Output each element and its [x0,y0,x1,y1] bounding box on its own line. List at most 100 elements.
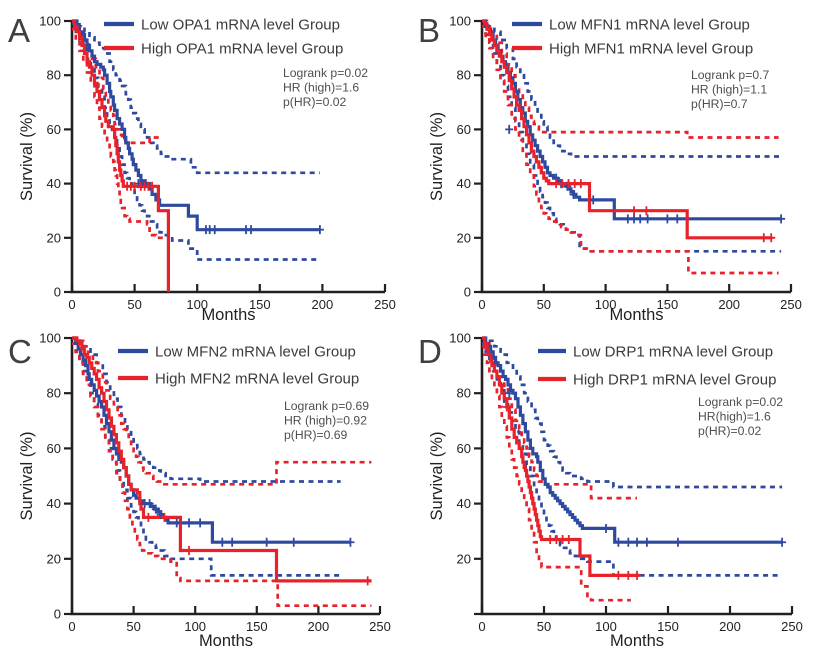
x-tick-label: 0 [478,297,485,312]
ci-curve-high-ci-lower [482,25,779,275]
censor-mark-low [346,537,355,547]
km-plot-C: 0 20 40 60 80 100 0 50 100 150 200 250 Months Surviva… [8,331,391,651]
y-tick-label: 0 [464,285,471,300]
stats-line-2: HR (high)=1.6 [283,81,359,95]
censor-mark-high [614,570,623,580]
censor-mark-low [210,225,219,235]
censor-mark-low [673,537,682,547]
x-tick-label: 200 [308,619,330,634]
y-tick-label: 40 [47,496,61,511]
censor-mark-low [196,518,205,528]
censor-mark-high [502,402,511,412]
ci-curve-high-ci-lower [482,344,631,602]
x-tick-label: 250 [369,619,391,634]
censor-mark-low [663,214,672,224]
censor-mark-low [643,214,652,224]
censor-mark-high [624,570,633,580]
x-tick-label: 50 [537,619,551,634]
censor-mark-low [673,214,682,224]
censor-mark-high [759,233,768,243]
censor-mark-low [633,537,641,547]
panel-letter: B [418,12,440,49]
x-tick-label: 100 [184,619,206,634]
censor-mark-low [172,518,181,528]
censor-mark-low [262,537,271,547]
censor-mark-low [602,523,610,533]
y-tick-label: 100 [39,14,61,29]
y-tick-label: 60 [457,122,471,137]
x-tick-label: 0 [68,297,75,312]
x-tick-label: 100 [186,297,208,312]
x-tick-label: 100 [595,297,617,312]
censor-mark-high [642,206,651,216]
censor-mark-low [505,388,514,398]
y-tick-label: 80 [47,68,61,83]
km-curve-low-solid [482,336,783,544]
stats-line-3: p(HR)=0.69 [284,428,348,442]
y-tick-label: 60 [47,441,61,456]
panel-D: 20 40 60 80 100 0 50 100 150 200 250 Months Survival… [410,329,820,658]
censor-mark-high [576,179,585,189]
x-tick-label: 100 [595,619,617,634]
censor-mark-high [160,512,169,522]
censor-mark-low [778,537,787,547]
x-tick-label: 50 [126,619,140,634]
y-tick-label: 100 [449,331,471,346]
stats-line-1: Logrank p=0.02 [283,66,368,80]
legend-label-low: Low MFN1 mRNA level Group [549,17,750,34]
censor-mark-low [505,124,514,134]
legend-label-high: High MFN1 mRNA level Group [549,41,753,58]
legend-label-low: Low DRP1 mRNA level Group [573,344,773,361]
panel-B: 0 20 40 60 80 100 0 50 100 150 200 250 Months Surviva… [410,0,820,329]
y-tick-label: 40 [47,176,61,191]
ci-curve-high-ci-lower [72,27,166,240]
y-axis-label: Survival (%) [18,432,36,521]
y-tick-label: 80 [47,386,61,401]
ci-curve-low-ci-upper [482,19,782,158]
ci-curve-low-ci-upper [482,336,783,489]
y-tick-label: 40 [457,176,471,191]
y-tick-label: 60 [47,122,61,137]
censor-mark-low [151,504,160,514]
km-curve-high-solid [482,19,773,240]
y-tick-label: 0 [54,607,61,622]
censor-mark-high [630,206,639,216]
ci-curve-high-ci-upper [482,336,637,500]
x-tick-label: 50 [537,297,551,312]
y-tick-label: 20 [457,551,471,566]
panel-letter: A [8,12,30,49]
x-tick-label: 150 [657,297,679,312]
censor-mark-low [624,537,633,547]
stats-line-1: Logrank p=0.02 [698,395,783,409]
censor-mark-high [185,546,194,556]
y-tick-label: 20 [457,230,471,245]
censor-mark-low [247,225,256,235]
y-tick-label: 20 [47,551,61,566]
km-curve-high-solid [72,19,170,292]
censor-mark-low [614,537,623,547]
y-tick-label: 100 [449,14,471,29]
x-tick-label: 0 [68,619,75,634]
panel-letter: D [418,333,442,370]
x-tick-label: 200 [719,619,741,634]
km-plot-D: 20 40 60 80 100 0 50 100 150 200 250 Months Survival… [418,331,803,651]
y-axis-label: Survival (%) [428,112,446,201]
km-plot-A: 0 20 40 60 80 100 0 50 100 150 200 250 Months Surviva… [8,12,396,324]
stats-line-1: Logrank p=0.69 [284,399,369,413]
km-curve-low-solid [72,336,351,544]
y-tick-label: 20 [47,230,61,245]
stats-line-2: HR (high)=0.92 [284,414,367,428]
censor-mark-high [767,233,776,243]
censor-mark-high [363,576,372,586]
x-axis-label: Months [610,632,664,650]
x-tick-label: 250 [780,297,802,312]
panel-C: 0 20 40 60 80 100 0 50 100 150 200 250 Months Surviva… [0,329,410,658]
stats-line-2: HR (high)=1.1 [691,83,767,97]
censor-mark-low [185,518,194,528]
x-tick-label: 200 [718,297,740,312]
panel-A: 0 20 40 60 80 100 0 50 100 150 200 250 Months Surviva… [0,0,410,329]
x-axis-label: Months [609,306,663,324]
y-tick-label: 80 [457,386,471,401]
y-tick-label: 80 [457,68,471,83]
censor-mark-high [633,570,641,580]
